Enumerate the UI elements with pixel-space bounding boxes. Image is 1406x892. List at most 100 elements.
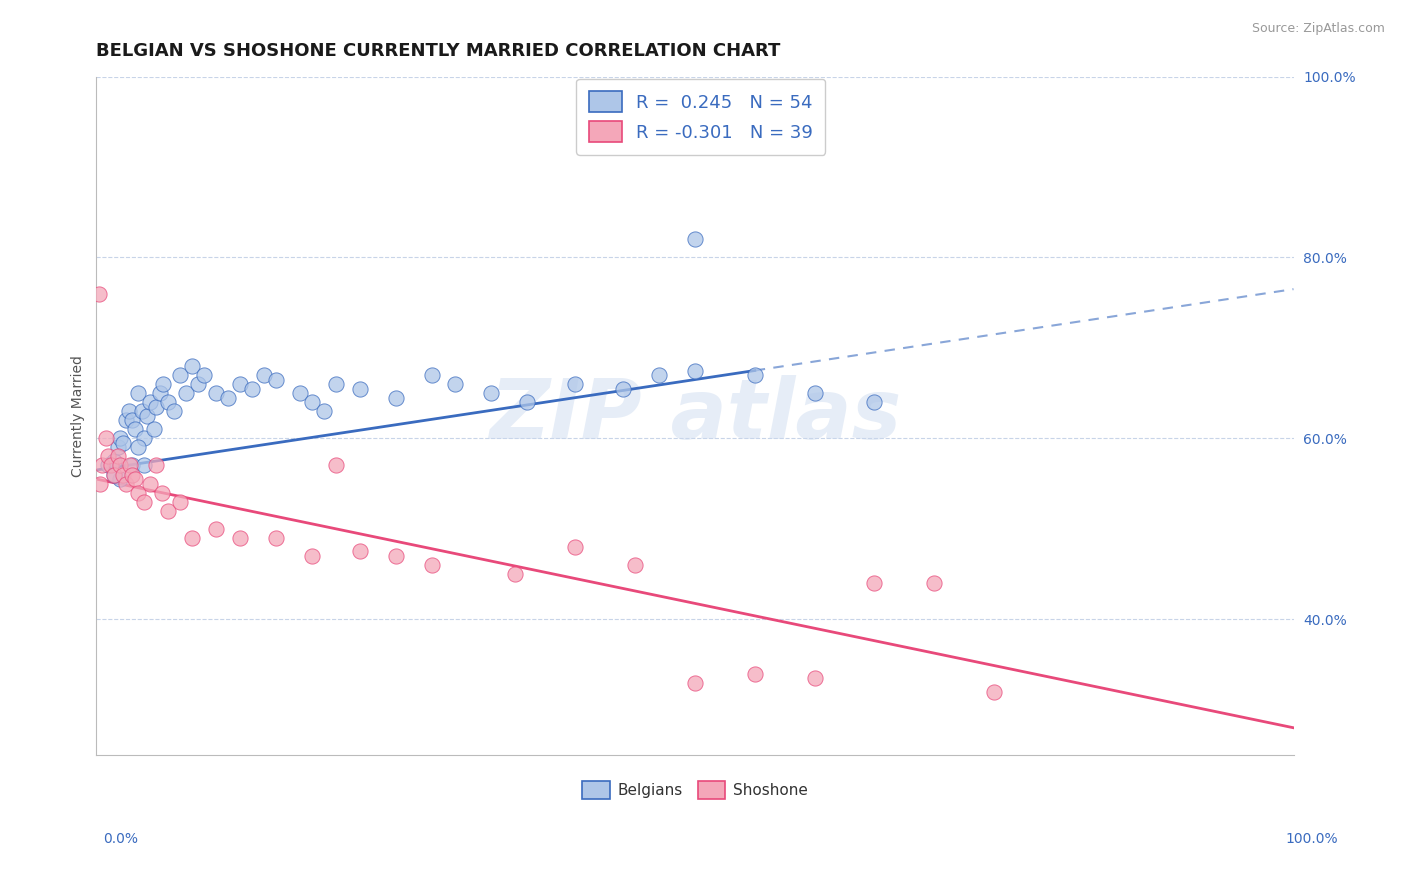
Point xyxy=(349,382,371,396)
Point xyxy=(134,494,156,508)
Point xyxy=(111,467,134,482)
Point xyxy=(349,544,371,558)
Point xyxy=(863,576,886,591)
Point xyxy=(181,359,204,373)
Point xyxy=(516,395,538,409)
Point xyxy=(103,454,125,468)
Text: ZIP atlas: ZIP atlas xyxy=(489,376,901,456)
Point xyxy=(124,472,146,486)
Point xyxy=(111,435,134,450)
Point xyxy=(124,422,146,436)
Point xyxy=(145,400,167,414)
Point xyxy=(139,395,162,409)
Point xyxy=(139,476,162,491)
Point xyxy=(205,522,228,536)
Point xyxy=(205,386,228,401)
Point xyxy=(420,368,443,382)
Point xyxy=(97,458,120,473)
Point xyxy=(110,458,132,473)
Point xyxy=(157,504,180,518)
Point xyxy=(87,286,110,301)
Point xyxy=(163,404,186,418)
Point xyxy=(187,377,209,392)
Point xyxy=(145,458,167,473)
Point xyxy=(127,485,149,500)
Point xyxy=(103,467,125,482)
Point xyxy=(481,386,503,401)
Point xyxy=(253,368,276,382)
Text: 100.0%: 100.0% xyxy=(1286,832,1339,846)
Point xyxy=(444,377,467,392)
Point xyxy=(264,531,287,545)
Point xyxy=(127,386,149,401)
Point xyxy=(312,404,335,418)
Point xyxy=(744,666,766,681)
Point xyxy=(803,671,825,685)
Point xyxy=(91,458,114,473)
Point xyxy=(301,549,323,563)
Point xyxy=(134,431,156,445)
Point xyxy=(121,467,143,482)
Point xyxy=(229,377,252,392)
Point xyxy=(803,386,825,401)
Point xyxy=(683,232,706,246)
Point xyxy=(94,431,117,445)
Point xyxy=(150,485,173,500)
Point xyxy=(420,558,443,572)
Point xyxy=(174,386,197,401)
Point xyxy=(134,458,156,473)
Point xyxy=(325,377,347,392)
Point xyxy=(240,382,263,396)
Point xyxy=(118,458,141,473)
Point xyxy=(131,404,153,418)
Point xyxy=(229,531,252,545)
Point xyxy=(264,373,287,387)
Point xyxy=(217,391,239,405)
Point xyxy=(683,675,706,690)
Point xyxy=(983,684,1005,698)
Point xyxy=(107,450,129,464)
Point xyxy=(744,368,766,382)
Point xyxy=(152,377,174,392)
Point xyxy=(115,476,138,491)
Point xyxy=(127,441,149,455)
Point xyxy=(683,363,706,377)
Point xyxy=(325,458,347,473)
Point xyxy=(924,576,946,591)
Point xyxy=(288,386,311,401)
Point xyxy=(624,558,647,572)
Y-axis label: Currently Married: Currently Married xyxy=(72,355,86,476)
Point xyxy=(121,413,143,427)
Point xyxy=(384,549,406,563)
Point xyxy=(384,391,406,405)
Point xyxy=(142,422,165,436)
Point xyxy=(564,540,586,554)
Point xyxy=(100,458,122,473)
Point xyxy=(110,472,132,486)
Point xyxy=(612,382,634,396)
Point xyxy=(135,409,157,423)
Point xyxy=(97,450,120,464)
Point xyxy=(169,368,191,382)
Text: BELGIAN VS SHOSHONE CURRENTLY MARRIED CORRELATION CHART: BELGIAN VS SHOSHONE CURRENTLY MARRIED CO… xyxy=(97,42,780,60)
Point xyxy=(301,395,323,409)
Point xyxy=(110,431,132,445)
Point xyxy=(115,413,138,427)
Point xyxy=(107,441,129,455)
Text: 0.0%: 0.0% xyxy=(103,832,138,846)
Point xyxy=(118,404,141,418)
Point xyxy=(564,377,586,392)
Point xyxy=(648,368,671,382)
Point xyxy=(149,386,172,401)
Text: Source: ZipAtlas.com: Source: ZipAtlas.com xyxy=(1251,22,1385,36)
Point xyxy=(121,458,143,473)
Point xyxy=(157,395,180,409)
Point xyxy=(89,476,111,491)
Point xyxy=(505,567,527,582)
Point xyxy=(103,467,125,482)
Legend: Belgians, Shoshone: Belgians, Shoshone xyxy=(576,775,814,805)
Point xyxy=(863,395,886,409)
Point xyxy=(181,531,204,545)
Point xyxy=(193,368,215,382)
Point xyxy=(169,494,191,508)
